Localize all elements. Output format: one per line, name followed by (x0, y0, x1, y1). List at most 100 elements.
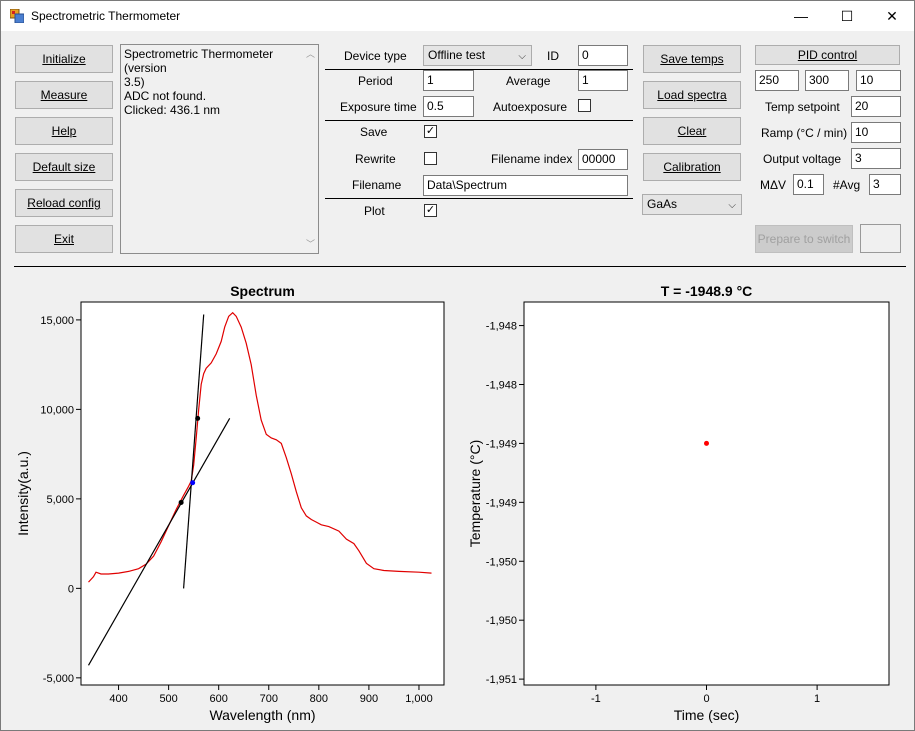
material-value: GaAs (647, 197, 678, 211)
filename-index-input[interactable]: 00000 (578, 149, 628, 170)
data-point (190, 480, 196, 486)
minimize-icon: — (794, 8, 808, 24)
log-line: Spectrometric Thermometer (version (124, 47, 274, 75)
y-axis-label: Temperature (°C) (467, 440, 483, 548)
minimize-button[interactable]: — (778, 1, 824, 31)
window-title: Spectrometric Thermometer (31, 9, 181, 23)
data-point (195, 415, 201, 421)
calibration-button[interactable]: Calibration (643, 153, 741, 181)
plot-area (523, 301, 890, 686)
close-button[interactable]: ✕ (869, 1, 915, 31)
x-axis-label: Wavelength (nm) (209, 707, 315, 723)
y-tick-label: 10,000 (40, 404, 74, 416)
plot-checkbox[interactable]: ✓ (424, 204, 437, 217)
fit-line (183, 314, 205, 589)
filename-input[interactable]: Data\Spectrum (423, 175, 628, 196)
autoexposure-checkbox[interactable] (578, 99, 591, 112)
id-input[interactable]: 0 (578, 45, 628, 66)
temp-setpoint-input[interactable]: 20 (851, 96, 901, 117)
maximize-button[interactable]: ☐ (824, 1, 870, 31)
x-axis-label: Time (sec) (674, 707, 740, 723)
close-icon: ✕ (886, 7, 898, 24)
y-tick-label: -1,948 (486, 379, 517, 391)
exposure-time-input[interactable]: 0.5 (423, 96, 474, 117)
exposure-time-label: Exposure time (340, 100, 417, 114)
temp-setpoint-label: Temp setpoint (765, 100, 840, 114)
y-tick-label: -1,948 (486, 321, 517, 333)
x-tick-label: -1 (591, 693, 601, 705)
device-type-value: Offline test (428, 48, 486, 62)
mdv-input[interactable]: 0.1 (793, 174, 824, 195)
default-size-button[interactable]: Default size (15, 153, 113, 181)
ramp-input[interactable]: 10 (851, 122, 901, 143)
log-line: 3.5) (124, 75, 145, 89)
divider (325, 69, 633, 70)
chevron-down-icon: ⌵ (728, 200, 736, 211)
material-select[interactable]: GaAs ⌵ (642, 194, 742, 215)
charts-area: 400 500 600 700 800 900 1,000 -5,000 0 5,000 10,00… (15, 283, 890, 723)
spectrum-line (88, 311, 432, 583)
status-indicator (860, 224, 901, 253)
avg-label: #Avg (833, 178, 861, 192)
log-textbox[interactable]: Spectrometric Thermometer (version 3.5) … (120, 44, 319, 254)
data-point (704, 440, 709, 446)
exit-button[interactable]: Exit (15, 225, 113, 253)
divider (325, 120, 633, 121)
mdv-label: MΔV (760, 178, 787, 192)
app-icon (10, 9, 24, 23)
y-tick-label: -1,949 (486, 438, 517, 450)
x-tick-label: 400 (109, 693, 127, 705)
measure-button[interactable]: Measure (15, 81, 113, 109)
avg-input[interactable]: 3 (869, 174, 901, 195)
charts-divider (14, 266, 906, 267)
chart-title: T = -1948.9 °C (661, 283, 753, 299)
device-type-select[interactable]: Offline test ⌵ (423, 45, 532, 66)
fit-line (87, 418, 231, 666)
plot-layer (704, 440, 709, 446)
output-voltage-input[interactable]: 3 (851, 148, 901, 169)
load-spectra-button[interactable]: Load spectra (643, 81, 741, 109)
output-voltage-label: Output voltage (763, 152, 842, 166)
x-tick-label: 800 (310, 693, 328, 705)
y-tick-label: 15,000 (40, 315, 74, 327)
device-type-label: Device type (344, 49, 407, 63)
save-label: Save (360, 125, 388, 139)
scroll-down-icon[interactable]: ﹀ (305, 239, 315, 249)
ramp-label: Ramp (°C / min) (761, 126, 848, 140)
id-label: ID (547, 49, 559, 63)
pid-input-3[interactable]: 10 (856, 70, 901, 91)
data-point (178, 499, 184, 505)
plot-area (80, 301, 445, 686)
average-label: Average (506, 74, 551, 88)
x-tick-label: 1,000 (405, 693, 433, 705)
scroll-up-icon[interactable]: ︿ (305, 49, 315, 59)
pid-input-1[interactable]: 250 (755, 70, 799, 91)
y-tick-label: -1,950 (486, 556, 517, 568)
average-input[interactable]: 1 (578, 70, 628, 91)
rewrite-label: Rewrite (355, 152, 396, 166)
rewrite-checkbox[interactable] (424, 152, 437, 165)
clear-button[interactable]: Clear (643, 117, 741, 145)
autoexposure-label: Autoexposure (493, 100, 568, 114)
title-bar: Spectrometric Thermometer — ☐ ✕ (1, 1, 914, 31)
chevron-down-icon: ⌵ (518, 51, 526, 62)
pid-input-2[interactable]: 300 (805, 70, 849, 91)
save-checkbox[interactable]: ✓ (424, 125, 437, 138)
pid-control-button[interactable]: PID control (755, 45, 900, 65)
help-button[interactable]: Help (15, 117, 113, 145)
chart-title: Spectrum (230, 283, 295, 299)
period-label: Period (358, 74, 393, 88)
log-line: ADC not found. (124, 89, 207, 103)
maximize-icon: ☐ (840, 7, 854, 24)
save-temps-button[interactable]: Save temps (643, 45, 741, 73)
initialize-button[interactable]: Initialize (15, 45, 113, 73)
reload-config-button[interactable]: Reload config (15, 189, 113, 217)
y-axis-label: Intensity(a.u.) (15, 451, 31, 536)
y-tick-label: 5,000 (46, 494, 74, 506)
period-input[interactable]: 1 (423, 70, 474, 91)
y-tick-label: -1,950 (486, 615, 517, 627)
filename-label: Filename (352, 178, 402, 192)
prepare-to-switch-button[interactable]: Prepare to switch (755, 225, 853, 253)
log-line: Clicked: 436.1 nm (124, 103, 221, 117)
